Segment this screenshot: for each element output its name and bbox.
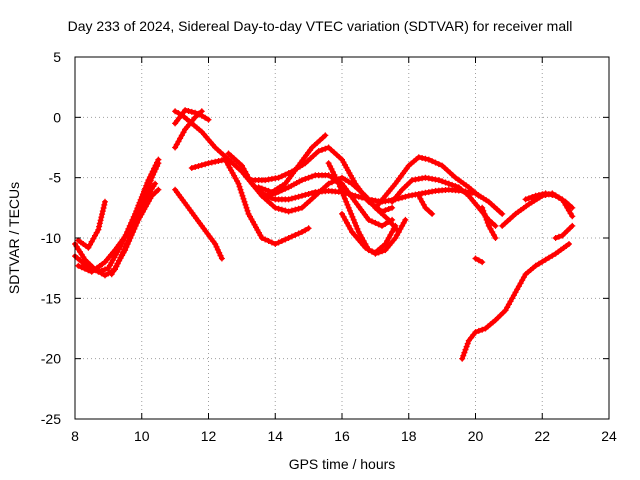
series-track-18 <box>389 174 452 205</box>
x-tick-label: 22 <box>534 428 550 444</box>
series-markers <box>188 156 312 247</box>
series-markers <box>75 198 108 251</box>
series-markers <box>389 174 452 205</box>
y-tick-label: -5 <box>49 170 62 186</box>
series-markers <box>258 172 396 229</box>
series-track-9 <box>172 186 225 262</box>
series-track-8 <box>172 107 212 127</box>
x-tick-label: 14 <box>267 428 283 444</box>
series-track-26 <box>552 222 576 241</box>
x-tick-label: 10 <box>134 428 150 444</box>
series-markers <box>339 210 409 257</box>
series-track-4 <box>75 180 159 275</box>
x-tick-label: 18 <box>401 428 417 444</box>
series-markers <box>415 192 436 217</box>
y-axis-label: SDTVAR / TECUs <box>6 181 22 295</box>
series-track-5 <box>108 186 162 278</box>
series-markers <box>172 107 212 127</box>
x-tick-label: 8 <box>71 428 79 444</box>
y-tick-label: 5 <box>53 49 61 65</box>
series-track-14 <box>258 172 396 229</box>
x-tick-label: 16 <box>334 428 350 444</box>
series-markers <box>552 222 576 241</box>
series-markers <box>172 186 225 262</box>
chart-title: Day 233 of 2024, Sidereal Day-to-day VTE… <box>67 18 573 34</box>
y-tick-label: -20 <box>41 351 61 367</box>
axis-ticks: 8 10 12 14 16 18 20 22 24 5 0 -5 -10 -15 -20 -25 <box>41 49 617 444</box>
y-tick-label: 0 <box>53 109 61 125</box>
series-track-3 <box>75 198 108 251</box>
series-markers <box>108 186 162 278</box>
series-track-22 <box>472 255 486 266</box>
x-tick-label: 20 <box>468 428 484 444</box>
series-track-13 <box>255 132 329 196</box>
series-track-19 <box>415 192 436 217</box>
y-tick-label: -25 <box>41 411 61 427</box>
series-track-25 <box>522 190 576 211</box>
x-axis-label: GPS time / hours <box>288 456 396 472</box>
grid-lines <box>75 57 609 419</box>
series-markers <box>372 154 482 211</box>
x-tick-label: 24 <box>601 428 617 444</box>
series-markers <box>255 132 329 196</box>
series-markers <box>75 180 159 275</box>
series-track-10 <box>188 156 312 247</box>
series-track-16 <box>339 210 409 257</box>
series-track-21 <box>479 204 499 241</box>
data-series <box>72 107 576 362</box>
y-tick-label: -10 <box>41 230 61 246</box>
series-markers <box>459 241 572 362</box>
series-markers <box>472 255 486 266</box>
series-track-23 <box>459 241 572 362</box>
series-markers <box>522 190 576 211</box>
y-tick-label: -15 <box>41 290 61 306</box>
series-track-17 <box>372 154 482 211</box>
x-tick-label: 12 <box>201 428 217 444</box>
series-markers <box>479 204 499 241</box>
